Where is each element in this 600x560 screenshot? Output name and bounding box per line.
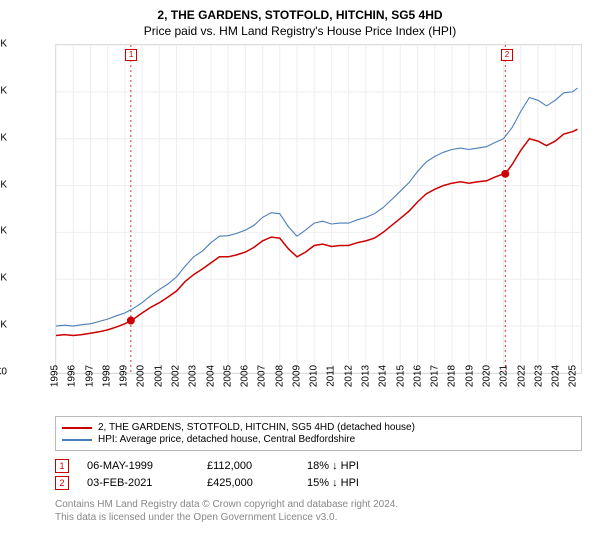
x-tick-label: 2009 [291,365,302,387]
x-tick-label: 2001 [153,365,164,387]
title-sub: Price paid vs. HM Land Registry's House … [10,24,590,38]
y-tick-label: £400K [0,179,7,190]
x-axis: 1995199619971998199920002001200220032004… [55,374,582,410]
legend-label: 2, THE GARDENS, STOTFOLD, HITCHIN, SG5 4… [98,422,415,433]
x-tick-label: 2005 [222,365,233,387]
x-tick-label: 2008 [274,365,285,387]
footer-note: Contains HM Land Registry data © Crown c… [55,498,582,524]
sale-marker-label: 1 [125,49,137,61]
legend-row: 2, THE GARDENS, STOTFOLD, HITCHIN, SG5 4… [62,422,575,433]
x-tick-label: 2016 [412,365,423,387]
footer-line2: This data is licensed under the Open Gov… [55,511,582,524]
title-main: 2, THE GARDENS, STOTFOLD, HITCHIN, SG5 4… [10,8,590,22]
x-tick-label: 2022 [516,365,527,387]
x-tick-label: 2006 [240,365,251,387]
sale-badge: 1 [55,459,69,473]
y-tick-label: £100K [0,320,7,331]
sale-diff: 15% ↓ HPI [307,477,407,489]
footer-line1: Contains HM Land Registry data © Crown c… [55,498,582,511]
plot-area: 12 [55,44,582,374]
sale-marker-label: 2 [501,49,513,61]
x-tick-label: 2020 [481,365,492,387]
y-tick-label: £600K [0,85,7,96]
plot-svg [56,45,581,373]
y-tick-label: £500K [0,132,7,143]
x-tick-label: 2007 [257,365,268,387]
x-tick-label: 2017 [430,365,441,387]
legend-swatch [62,427,92,429]
x-tick-label: 2014 [378,365,389,387]
y-tick-label: £700K [0,39,7,50]
sale-date: 03-FEB-2021 [87,477,207,489]
x-tick-label: 2002 [170,365,181,387]
chart-container: 2, THE GARDENS, STOTFOLD, HITCHIN, SG5 4… [0,0,600,534]
y-tick-label: £200K [0,273,7,284]
x-tick-label: 2003 [188,365,199,387]
x-tick-label: 1996 [67,365,78,387]
sale-row: 1 06-MAY-1999£112,00018% ↓ HPI [55,459,582,473]
legend-swatch [62,439,92,441]
sale-table: 1 06-MAY-1999£112,00018% ↓ HPI 2 03-FEB-202… [55,459,582,490]
x-tick-label: 1997 [84,365,95,387]
x-tick-label: 2004 [205,365,216,387]
sale-price: £425,000 [207,477,307,489]
x-tick-label: 2019 [464,365,475,387]
x-tick-label: 1998 [101,365,112,387]
legend-label: HPI: Average price, detached house, Cent… [98,434,355,445]
x-tick-label: 2013 [361,365,372,387]
sale-price: £112,000 [207,460,307,472]
legend: 2, THE GARDENS, STOTFOLD, HITCHIN, SG5 4… [55,416,582,451]
x-tick-label: 2025 [568,365,579,387]
x-tick-label: 1995 [50,365,61,387]
y-tick-label: £0 [0,367,7,378]
y-tick-label: £300K [0,226,7,237]
legend-row: HPI: Average price, detached house, Cent… [62,434,575,445]
x-tick-label: 2021 [499,365,510,387]
sale-badge: 2 [55,476,69,490]
x-tick-label: 2024 [551,365,562,387]
sale-date: 06-MAY-1999 [87,460,207,472]
x-tick-label: 2018 [447,365,458,387]
sale-row: 2 03-FEB-2021£425,00015% ↓ HPI [55,476,582,490]
x-tick-label: 2015 [395,365,406,387]
x-tick-label: 2011 [326,365,337,387]
x-tick-label: 2012 [343,365,354,387]
y-axis: £0£100K£200K£300K£400K£500K£600K£700K [10,44,55,374]
sale-diff: 18% ↓ HPI [307,460,407,472]
x-tick-label: 1999 [119,365,130,387]
x-tick-label: 2023 [533,365,544,387]
x-tick-label: 2010 [309,365,320,387]
x-tick-label: 2000 [136,365,147,387]
